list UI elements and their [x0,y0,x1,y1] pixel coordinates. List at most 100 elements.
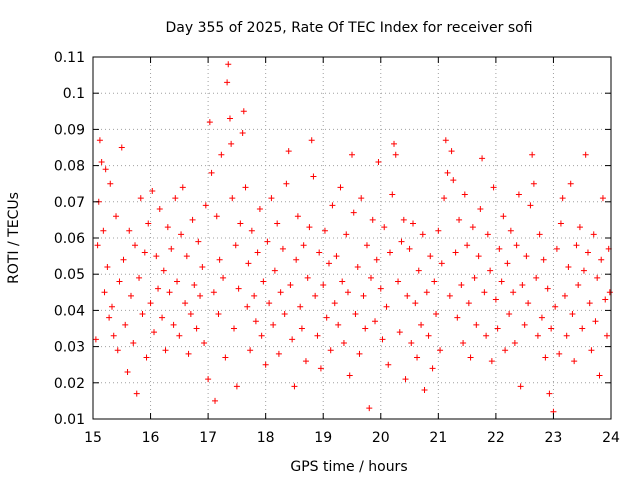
data-point [170,321,177,328]
y-tick-label: 0.08 [54,159,85,175]
data-point [316,249,323,256]
data-point [155,285,162,292]
data-point [419,231,426,238]
data-point [300,242,307,249]
data-point [456,216,463,223]
data-point [168,245,175,252]
data-point [262,361,269,368]
data-point [349,151,355,158]
x-tick-label: 22 [487,430,505,446]
data-point [304,274,311,281]
data-point [271,267,278,274]
data-point [404,292,411,299]
data-point [193,325,200,332]
data-point [166,289,173,296]
data-point [464,242,471,249]
data-point [431,278,438,285]
data-point [395,278,402,285]
data-point [429,365,436,372]
data-point [418,321,425,328]
data-point [179,184,186,191]
data-point [225,61,232,68]
data-point [362,325,369,332]
data-point [427,253,434,260]
data-point [343,231,350,238]
data-point [242,184,249,191]
data-point [235,285,242,292]
data-point [437,347,444,354]
data-point [477,206,484,213]
data-point [248,227,255,234]
data-point [266,300,273,307]
data-point [325,260,332,267]
data-points [92,61,613,415]
data-point [594,274,601,281]
data-point [350,209,357,216]
data-point [381,224,388,231]
data-point [414,354,421,361]
data-point [293,256,300,263]
data-point [96,137,103,144]
data-point [356,350,363,357]
data-point [160,267,167,274]
data-point [412,300,419,307]
data-point [176,332,183,339]
data-point [529,151,536,158]
data-point [584,249,591,256]
data-point [465,300,472,307]
data-point [383,303,390,310]
data-point [172,195,179,202]
data-point [210,289,217,296]
data-point [337,184,344,191]
data-point [573,242,580,249]
data-point [500,213,507,220]
data-point [510,289,517,296]
x-tick-label: 15 [84,430,102,446]
data-point [352,311,359,318]
data-point [467,354,474,361]
data-point [232,242,239,249]
data-point [483,332,490,339]
data-point [448,148,455,155]
data-point [398,238,405,245]
data-point [452,249,459,256]
data-point [136,274,143,281]
data-point [592,318,599,325]
x-tick-label: 23 [545,430,563,446]
data-point [274,220,281,227]
data-point [367,274,374,281]
data-point [546,390,553,397]
data-point [598,256,605,263]
data-point [252,318,259,325]
data-point [386,249,393,256]
data-point [496,245,503,252]
y-tick-label: 0.09 [54,122,85,138]
data-point [408,339,415,346]
data-point [460,339,467,346]
x-tick-label: 19 [314,430,332,446]
data-point [484,231,491,238]
data-point [377,285,384,292]
data-point [582,151,589,158]
y-axis-label: ROTI / TECUs [6,192,22,284]
data-point [530,180,537,187]
data-point [433,311,440,318]
x-tick-label: 18 [257,430,275,446]
data-point [375,158,382,165]
data-point [502,347,509,354]
data-point [425,332,432,339]
data-point [327,347,334,354]
data-point [488,358,495,365]
y-tick-label: 0.11 [54,50,85,66]
data-point [569,311,576,318]
x-tick-label: 24 [602,430,620,446]
data-point [220,274,227,281]
data-point [270,321,277,328]
data-point [504,260,511,267]
data-point [240,108,247,115]
data-point [231,325,238,332]
data-point [244,303,251,310]
data-point [208,169,215,176]
y-tick-label: 0.1 [63,86,85,102]
data-point [321,227,328,234]
